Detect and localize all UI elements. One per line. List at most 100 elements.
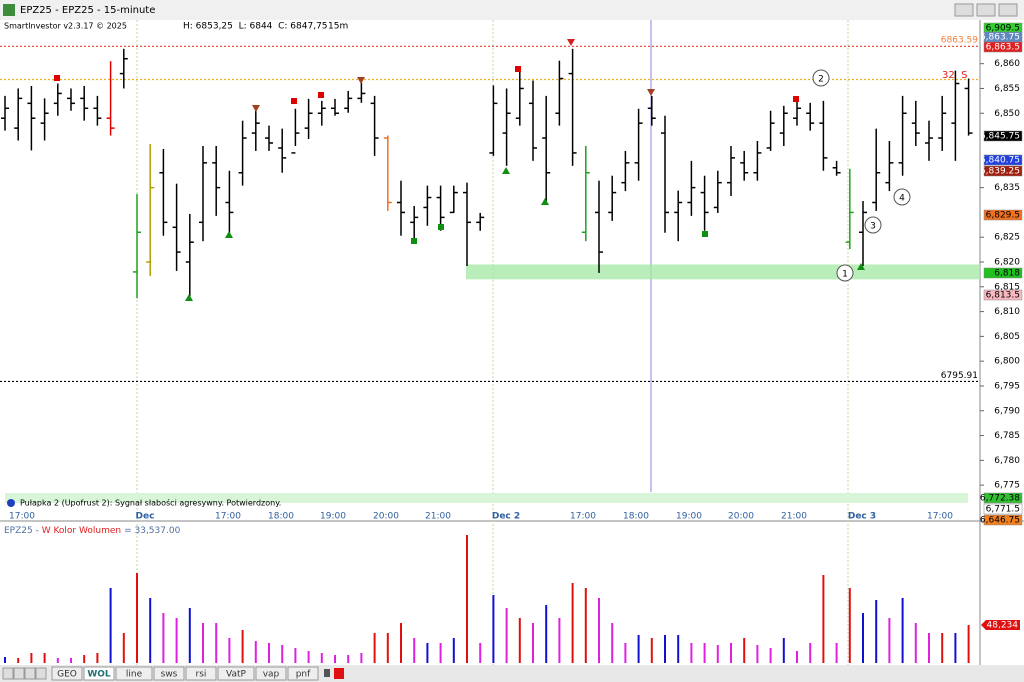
annotation-label: 32 S xyxy=(942,70,967,81)
tab-label[interactable]: line xyxy=(126,670,143,680)
signal-down xyxy=(647,89,655,96)
tab[interactable] xyxy=(185,666,217,681)
y-tick-label: 6,780 xyxy=(994,456,1020,466)
signal-square xyxy=(793,96,799,102)
y-tick-label: 6,785 xyxy=(994,431,1020,441)
annotation-label: 4 xyxy=(899,194,905,204)
tab-label[interactable]: rsi xyxy=(196,670,207,680)
x-tick-label: 20:00 xyxy=(728,512,754,522)
nav-button[interactable] xyxy=(2,667,14,680)
price-badge-label: 6,863.5 xyxy=(986,43,1020,53)
annotation-label: 1 xyxy=(842,270,848,280)
signal-square xyxy=(438,224,444,230)
y-tick-label: 6,775 xyxy=(994,481,1020,491)
tab[interactable] xyxy=(51,666,83,681)
title-bar xyxy=(0,0,1024,20)
level-label: 6795.91 xyxy=(941,371,978,381)
price-badge-label: 6,813.5 xyxy=(986,291,1020,301)
tab[interactable] xyxy=(153,666,185,681)
price-badge-label: 6,863.75 xyxy=(980,33,1020,43)
annotation-label: 3 xyxy=(870,222,876,232)
price-badge-label: 6,840.75 xyxy=(980,156,1020,166)
app-icon xyxy=(3,4,15,16)
price-badge xyxy=(983,165,1023,177)
x-tick-label: 19:00 xyxy=(676,512,702,522)
tab[interactable] xyxy=(255,666,287,681)
minimize-button[interactable] xyxy=(954,3,974,17)
signal-up xyxy=(225,231,233,238)
y-tick-label: 6,850 xyxy=(994,109,1020,119)
signal-up xyxy=(185,294,193,301)
price-badge xyxy=(983,514,1023,526)
x-tick-label: 17:00 xyxy=(927,512,953,522)
y-tick-label: 6,810 xyxy=(994,307,1020,317)
price-badge xyxy=(983,41,1023,53)
x-tick-label: 19:00 xyxy=(320,512,346,522)
x-tick-label: 17:00 xyxy=(215,512,241,522)
volume-title-value: = 33,537.00 xyxy=(124,526,180,536)
tab-label[interactable]: sws xyxy=(161,670,178,680)
tab-label[interactable]: GEO xyxy=(57,670,77,680)
x-tick-label: Dec 2 xyxy=(492,512,520,522)
signal-up xyxy=(502,167,510,174)
y-tick-label: 6,835 xyxy=(994,183,1020,193)
price-badge-label: 6,772.38 xyxy=(980,494,1020,504)
interval: 15m xyxy=(328,22,348,32)
price-badge-label: 6,839.25 xyxy=(980,167,1020,177)
y-tick-label: 6,820 xyxy=(994,258,1020,268)
annotation-circle xyxy=(812,69,830,87)
price-badge xyxy=(983,289,1023,301)
y-tick-label: 6,825 xyxy=(994,233,1020,243)
tab[interactable] xyxy=(115,666,153,681)
price-badge xyxy=(983,130,1023,142)
x-tick-label: Dec 3 xyxy=(848,512,876,522)
x-tick-label: 20:00 xyxy=(373,512,399,522)
y-tick-label: 6,805 xyxy=(994,332,1020,342)
maximize-button[interactable] xyxy=(976,3,996,17)
signal-square xyxy=(411,238,417,244)
signal-down xyxy=(357,77,365,84)
tab[interactable] xyxy=(217,666,255,681)
tab-label[interactable]: vap xyxy=(263,670,280,680)
app-label: SmartInvestor v2.3.17 © 2025 xyxy=(4,22,127,31)
tab-label[interactable]: VatP xyxy=(226,670,247,680)
price-badge-label: 6,829.5 xyxy=(986,211,1020,221)
tab-label[interactable]: pnf xyxy=(296,670,311,680)
lock-icon xyxy=(324,669,330,677)
color-button[interactable] xyxy=(334,668,344,679)
window-title: EPZ25 - EPZ25 - 15-minute xyxy=(20,5,155,16)
nav-button[interactable] xyxy=(35,667,47,680)
signal-up xyxy=(857,263,865,270)
x-tick-label: 17:00 xyxy=(570,512,596,522)
x-tick-label: Dec xyxy=(136,512,155,522)
ohlc-info: H: 6853,25 L: 6844 C: 6847,75 xyxy=(183,22,328,32)
price-badge xyxy=(983,503,1023,515)
nav-button[interactable] xyxy=(13,667,25,680)
nav-button[interactable] xyxy=(24,667,36,680)
tab-label[interactable]: WOL xyxy=(87,670,111,680)
annotation-circle xyxy=(893,188,911,206)
x-tick-label: 18:00 xyxy=(268,512,294,522)
price-badge xyxy=(983,154,1023,166)
y-tick-label: 6,795 xyxy=(994,381,1020,391)
signal-down xyxy=(567,39,575,46)
price-badge-label: 6,646.75 xyxy=(980,516,1020,526)
y-tick-label: 6,860 xyxy=(994,59,1020,69)
volume-title-prefix: EPZ25 - xyxy=(4,526,42,536)
tab[interactable] xyxy=(287,666,319,681)
annotation-circle xyxy=(836,264,854,282)
info-icon xyxy=(7,499,15,507)
signal-square xyxy=(702,231,708,237)
x-tick-label: 18:00 xyxy=(623,512,649,522)
price-badge-label: 6,771.5 xyxy=(986,505,1020,515)
volume-title-name: W Kolor Wolumen xyxy=(42,526,121,536)
signal-down xyxy=(252,105,260,112)
signal-square xyxy=(291,98,297,104)
volume-badge-label: 48,234 xyxy=(987,621,1019,631)
tab[interactable] xyxy=(83,666,115,681)
x-tick-label: 17:00 xyxy=(9,512,35,522)
volume-badge xyxy=(981,620,1020,631)
y-tick-label: 6,790 xyxy=(994,406,1020,416)
close-button[interactable] xyxy=(998,3,1018,17)
